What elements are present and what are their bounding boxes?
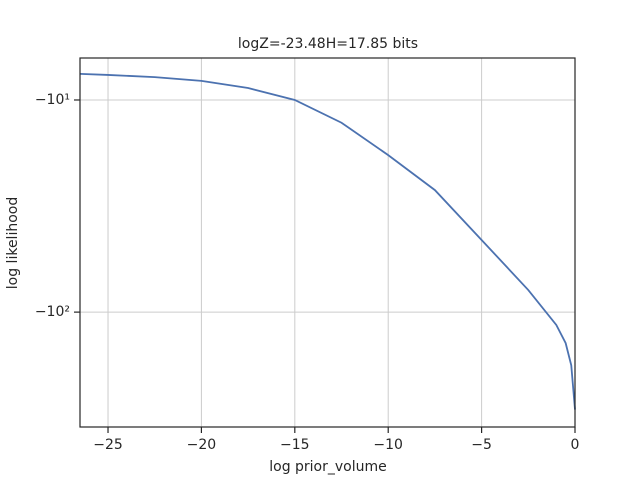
- x-tick-label: −15: [280, 437, 310, 453]
- y-axis-label: log likelihood: [5, 197, 21, 289]
- x-tick-label: −5: [471, 437, 492, 453]
- chart-title: logZ=-23.48H=17.85 bits: [238, 36, 418, 52]
- x-axis-label: log prior_volume: [269, 459, 387, 475]
- data-line: [79, 72, 576, 410]
- plot-frame: [79, 57, 576, 428]
- x-tick-label: −10: [373, 437, 403, 453]
- x-tick-label: −25: [93, 437, 123, 453]
- y-tick-label: −10¹: [35, 92, 70, 108]
- x-tick-label: 0: [571, 437, 580, 453]
- y-tick-label: −10²: [35, 304, 70, 320]
- x-tick-label: −20: [187, 437, 217, 453]
